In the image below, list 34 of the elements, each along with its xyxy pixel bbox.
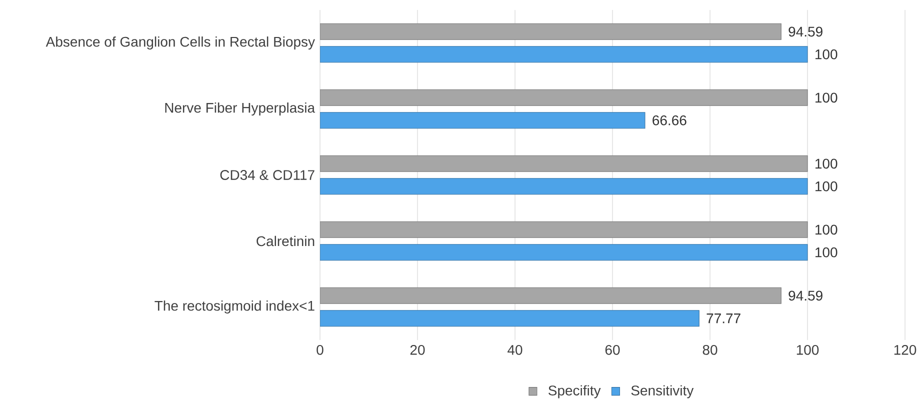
y-tick-label: Absence of Ganglion Cells in Rectal Biopsy — [46, 36, 315, 50]
data-label: 100 — [816, 181, 838, 192]
y-tick-label: Nerve Fiber Hyperplasia — [165, 102, 316, 116]
x-tick-label: 40 — [508, 344, 522, 355]
bar — [320, 310, 700, 327]
y-tick-label: CD34 & CD117 — [220, 170, 314, 180]
data-label: 100 — [816, 158, 838, 169]
bar — [320, 178, 808, 195]
data-label: 66.66 — [652, 115, 686, 126]
x-tick-label: 60 — [605, 344, 620, 355]
data-label: 77.77 — [706, 314, 740, 324]
data-label: 100 — [816, 247, 838, 258]
data-label: 100 — [816, 49, 838, 60]
x-tick-label: 20 — [410, 344, 425, 355]
data-label: 100 — [816, 92, 838, 103]
legend-label: Sensitivity — [631, 385, 694, 398]
data-label: 94.59 — [788, 290, 822, 301]
bar — [320, 155, 808, 172]
bar — [320, 287, 782, 304]
bar — [320, 112, 646, 129]
y-tick-label: Calretinin — [256, 236, 314, 246]
bar — [320, 46, 808, 63]
bar — [320, 221, 808, 238]
bar — [320, 23, 782, 40]
x-tick-label: 0 — [316, 344, 324, 355]
x-tick-label: 80 — [702, 344, 718, 355]
x-tick-label: 100 — [796, 344, 819, 355]
data-label: 100 — [816, 224, 838, 235]
x-tick-label: 120 — [894, 344, 916, 355]
legend-label: Specifity — [548, 385, 601, 398]
y-tick-label: The rectosigmoid index<1 — [154, 300, 314, 314]
bar — [320, 89, 808, 106]
data-label: 94.59 — [788, 26, 822, 37]
bar — [320, 244, 808, 261]
